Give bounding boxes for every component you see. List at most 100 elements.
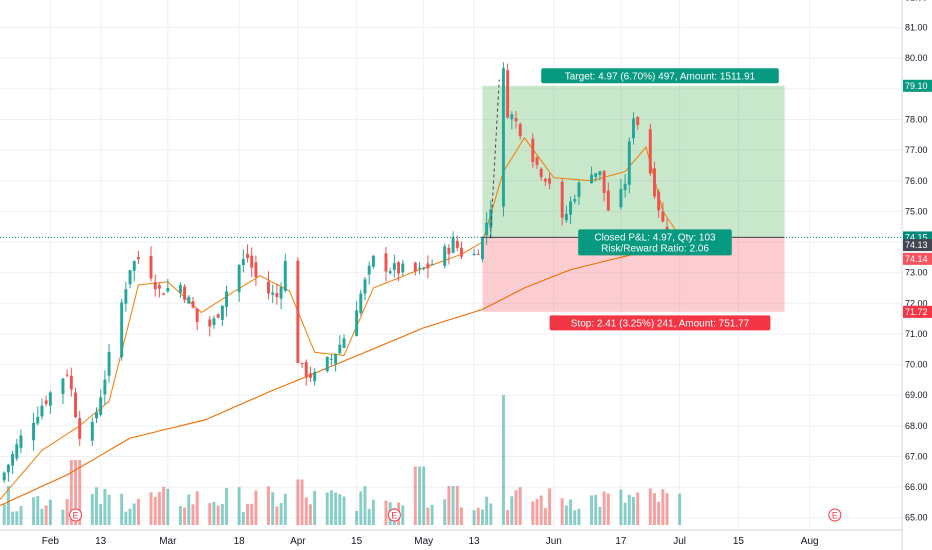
- volume-bar: [120, 493, 124, 525]
- candle-body: [501, 68, 505, 207]
- volume-bar: [573, 510, 577, 525]
- volume-bar: [594, 494, 598, 525]
- candle-body: [480, 237, 484, 260]
- candle-body: [250, 255, 254, 268]
- candle-body: [283, 261, 287, 291]
- y-tick-label: 67.00: [905, 451, 928, 461]
- y-tick-label: 80.00: [905, 53, 928, 63]
- candle-body: [183, 286, 187, 300]
- volume-bar: [304, 497, 308, 525]
- candle-body: [661, 211, 665, 222]
- volume-bar: [220, 503, 224, 525]
- candle-body: [296, 260, 300, 364]
- volume-bar: [384, 500, 388, 525]
- price-tag: 74.14: [903, 252, 932, 265]
- earnings-marker[interactable]: E: [828, 508, 842, 522]
- price-tag-label: 74.13: [905, 240, 928, 250]
- volume-bar: [183, 507, 187, 525]
- candle-body: [69, 375, 73, 390]
- candle-body: [36, 416, 40, 424]
- volume-bar: [162, 486, 166, 525]
- y-tick-label: 70.00: [905, 360, 928, 370]
- x-tick-label: May: [414, 536, 433, 547]
- volume-bar: [619, 489, 623, 525]
- volume-bar: [128, 508, 132, 525]
- candle-body: [178, 285, 182, 293]
- earnings-marker-label: E: [391, 511, 397, 521]
- price-tag: 71.72: [903, 305, 932, 318]
- candle-body: [627, 141, 631, 185]
- price-tag-label: 79.10: [905, 81, 928, 91]
- y-tick-label: 78.00: [905, 114, 928, 124]
- candle-body: [216, 314, 220, 318]
- candle-body: [308, 373, 312, 378]
- candle-body: [44, 400, 48, 404]
- y-tick-label: 81.99: [905, 0, 928, 2]
- earnings-marker[interactable]: E: [69, 508, 83, 522]
- volume-bar: [237, 487, 241, 525]
- volume-bar: [636, 492, 640, 525]
- volume-bar: [157, 491, 161, 525]
- candle-body: [103, 379, 107, 395]
- candle-body: [543, 178, 547, 182]
- earnings-marker[interactable]: E: [387, 508, 401, 522]
- candle-body: [136, 257, 140, 260]
- candle-body: [426, 263, 430, 269]
- y-tick-label: 76.00: [905, 176, 928, 186]
- volume-bar: [124, 511, 128, 525]
- volume-bar: [313, 490, 317, 525]
- volume-bar: [338, 494, 342, 525]
- y-tick-label: 73.00: [905, 268, 928, 278]
- candle-body: [443, 246, 447, 266]
- volume-bar: [153, 496, 157, 525]
- volume-bar: [132, 503, 136, 525]
- candle-body: [15, 444, 19, 459]
- volume-bar: [325, 492, 329, 525]
- volume-bar: [40, 508, 44, 525]
- volume-bar: [426, 507, 430, 525]
- candle-body: [590, 174, 594, 184]
- volume-bar: [460, 507, 463, 525]
- pnl-label-text: Risk/Reward Ratio: 2.06: [601, 243, 709, 254]
- volume-bar: [166, 488, 170, 525]
- candle-body: [472, 253, 476, 255]
- pnl-label-text: Closed P&L: 4.97, Qty: 103: [594, 232, 716, 243]
- y-tick-label: 68.00: [905, 421, 928, 431]
- candle-body: [225, 291, 229, 307]
- volume-bar: [107, 494, 111, 525]
- volume-bar: [283, 493, 287, 525]
- candle-body: [48, 392, 52, 406]
- volume-bar: [602, 491, 606, 525]
- volume-bar: [334, 492, 338, 525]
- volume-bar: [548, 488, 552, 525]
- candle-body: [548, 178, 552, 184]
- x-axis: Feb 13 Mar 18 Apr 15 May 13 Jun 17 Jul 15 Aug E E E: [0, 508, 932, 550]
- y-tick-label: 66.00: [905, 482, 928, 492]
- earnings-marker-label: E: [832, 511, 838, 521]
- x-tick-label: Jun: [546, 536, 562, 547]
- candle-body: [99, 397, 103, 416]
- volume-bar: [136, 498, 140, 525]
- candle-body: [166, 288, 170, 292]
- volume-bar: [489, 503, 493, 525]
- volume-bar: [476, 507, 480, 525]
- volume-bar: [451, 486, 455, 525]
- candle-body: [275, 293, 279, 298]
- volume-bar: [422, 466, 426, 525]
- candle-body: [40, 405, 44, 417]
- target-label: Target: 4.97 (6.70%) 497, Amount: 1511.9…: [541, 68, 779, 84]
- candle-body: [594, 173, 598, 177]
- candle-body: [74, 392, 77, 418]
- ema-long-line: [0, 243, 680, 507]
- candle-body: [338, 344, 342, 354]
- candle-body: [598, 171, 602, 176]
- target-label-text: Target: 4.97 (6.70%) 497, Amount: 1511.9…: [565, 71, 756, 82]
- candle-body: [149, 255, 153, 279]
- volume-bar: [678, 493, 682, 525]
- pnl-label-box: [578, 229, 732, 256]
- volume-bar: [69, 460, 73, 525]
- candle-body: [78, 418, 82, 439]
